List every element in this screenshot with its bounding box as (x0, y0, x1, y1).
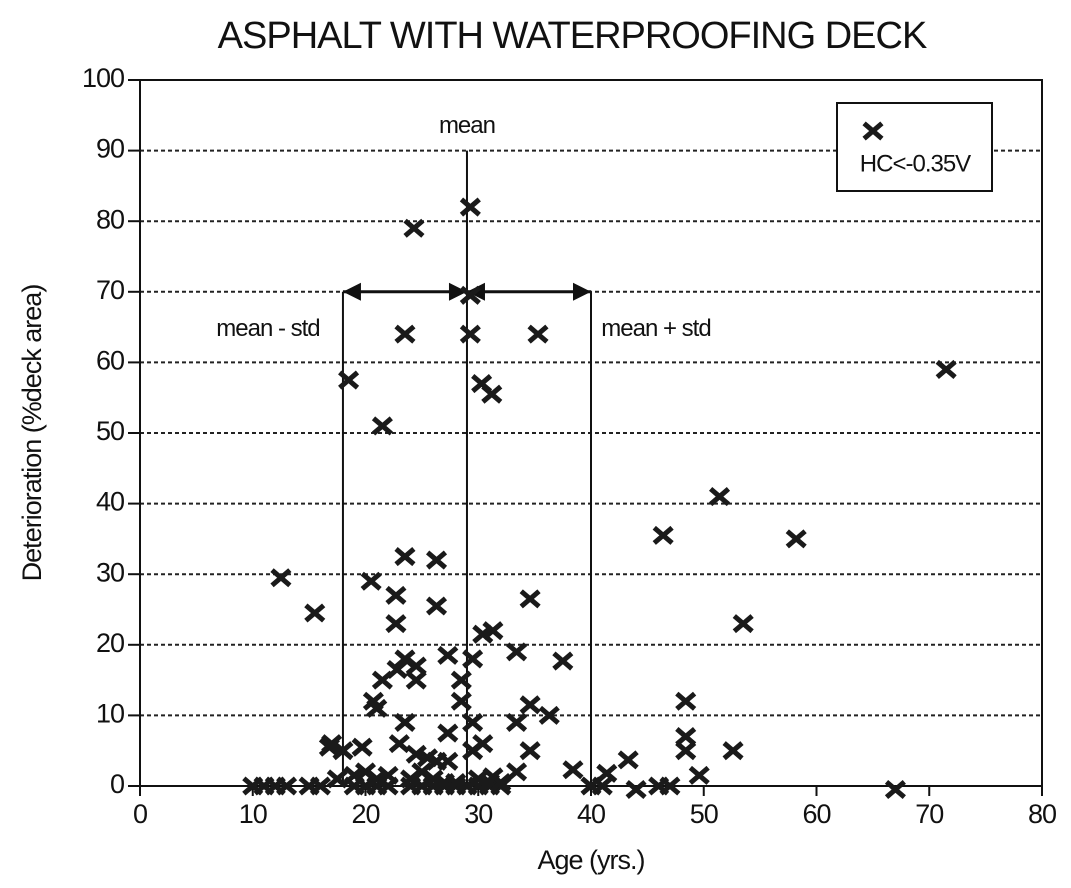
chart-title: ASPHALT WITH WATERPROOFING DECK (218, 15, 927, 57)
y-tick-label: 90 (96, 134, 124, 164)
point (506, 762, 528, 782)
x-tick-label: 50 (690, 799, 718, 829)
point (659, 776, 681, 796)
point (785, 529, 807, 549)
point (403, 218, 425, 238)
point (405, 656, 427, 676)
point (459, 285, 481, 305)
point (467, 769, 489, 789)
y-axis-label: Deterioration (%deck area) (17, 285, 47, 582)
y-tick-label: 80 (96, 204, 124, 234)
point (437, 751, 459, 771)
point (625, 780, 647, 800)
x-tick-label: 40 (577, 799, 605, 829)
point (481, 384, 503, 404)
point (462, 649, 484, 669)
point (562, 760, 584, 780)
point (591, 776, 613, 796)
point (459, 324, 481, 344)
point (371, 670, 393, 690)
point (426, 550, 448, 570)
y-tick-label: 60 (96, 346, 124, 376)
x-tick-label: 30 (464, 799, 492, 829)
legend-box (836, 102, 993, 192)
y-tick-label: 40 (96, 487, 124, 517)
point (506, 642, 528, 662)
point (722, 741, 744, 761)
x-tick-label: 70 (915, 799, 943, 829)
x-tick-label: 10 (239, 799, 267, 829)
point (675, 741, 697, 761)
point (935, 359, 957, 379)
point (386, 659, 408, 680)
point (709, 487, 731, 507)
point (652, 525, 674, 545)
point (394, 547, 416, 567)
point (360, 571, 382, 591)
point (732, 614, 754, 634)
point (450, 691, 472, 711)
point (270, 568, 292, 588)
point (351, 737, 373, 757)
point (884, 780, 906, 800)
point (519, 695, 541, 715)
point (405, 670, 427, 690)
point (462, 712, 484, 732)
point (326, 769, 348, 789)
point (527, 324, 549, 344)
x-axis-label: Age (yrs.) (537, 845, 644, 875)
reference-label: mean (439, 112, 495, 139)
point (506, 712, 528, 732)
point (304, 603, 326, 623)
point (309, 776, 331, 796)
point (371, 416, 393, 436)
point (445, 772, 467, 792)
point (459, 197, 481, 217)
x-tick-label: 60 (802, 799, 830, 829)
point (377, 765, 399, 785)
legend-label: HC<-0.35V (860, 150, 971, 177)
y-tick-label: 100 (82, 63, 124, 93)
point (437, 645, 459, 665)
y-tick-label: 20 (96, 628, 124, 658)
point (472, 734, 494, 754)
point (338, 370, 360, 390)
point (450, 670, 472, 690)
point (617, 750, 639, 770)
y-tick-label: 30 (96, 557, 124, 587)
point (538, 705, 560, 725)
y-tick-label: 0 (110, 769, 124, 799)
point (675, 727, 697, 747)
point (385, 614, 407, 634)
point (519, 741, 541, 761)
point (332, 741, 354, 761)
point (675, 691, 697, 711)
point (437, 723, 459, 743)
y-tick-label: 50 (96, 416, 124, 446)
point (394, 324, 416, 344)
legend-marker (862, 121, 884, 141)
y-tick-label: 10 (96, 699, 124, 729)
point (276, 776, 298, 796)
point (596, 763, 618, 783)
x-tick-label: 0 (133, 799, 147, 829)
point (519, 589, 541, 609)
reference-label: mean + std (601, 315, 710, 342)
point (394, 712, 416, 732)
point (388, 734, 410, 754)
point (426, 596, 448, 616)
y-tick-label: 70 (96, 275, 124, 305)
x-tick-label: 80 (1028, 799, 1056, 829)
point (482, 621, 504, 641)
point (688, 765, 710, 785)
point (385, 585, 407, 605)
point (366, 698, 388, 718)
x-tick-label: 20 (351, 799, 379, 829)
reference-label: mean - std (216, 315, 319, 342)
point (552, 651, 574, 671)
point (490, 772, 512, 792)
